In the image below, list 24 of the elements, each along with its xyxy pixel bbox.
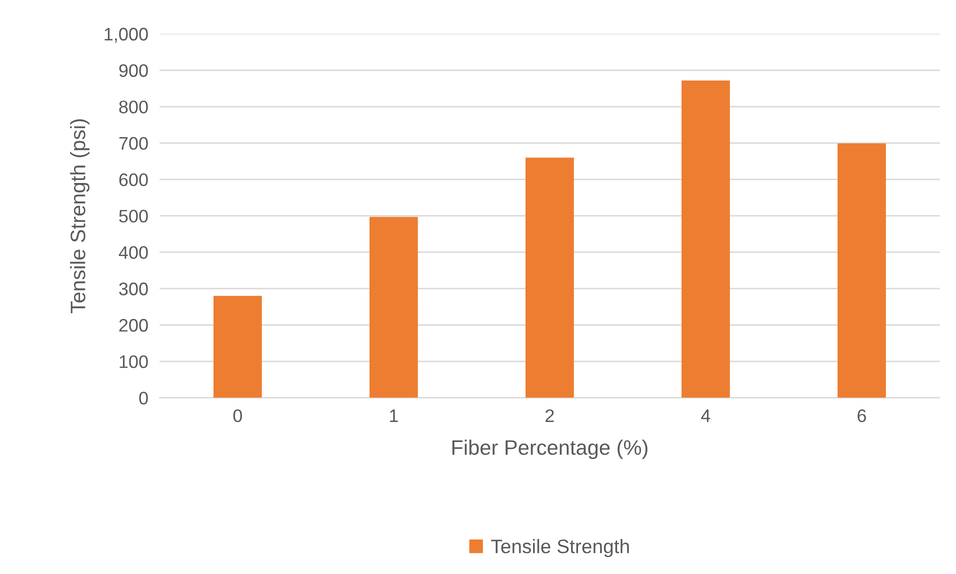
bar — [526, 158, 574, 398]
y-tick-label: 200 — [119, 318, 148, 332]
y-tick-label: 800 — [119, 100, 148, 114]
bar — [213, 296, 262, 398]
y-tick-label: 100 — [120, 355, 148, 368]
x-tick-label: 0 — [233, 409, 242, 422]
y-tick-label: 300 — [119, 282, 148, 296]
bar — [682, 80, 730, 398]
x-tick-label: 2 — [546, 409, 554, 422]
y-tick-label: 0 — [139, 392, 148, 404]
y-tick-label: 500 — [119, 210, 148, 223]
y-tick-label: 700 — [119, 136, 148, 150]
x-axis-title: Fiber Percentage (%) — [452, 440, 648, 460]
y-axis-title: Tensile Strength (psi) — [70, 119, 90, 314]
y-tick-label: 1,000 — [104, 28, 148, 43]
x-tick-label: 4 — [701, 410, 710, 422]
x-tick-label: 1 — [390, 410, 398, 422]
y-tick-label: 900 — [119, 64, 148, 77]
y-tick-label: 600 — [119, 173, 148, 186]
legend-label: Tensile Strength — [491, 539, 629, 558]
y-tick-label: 400 — [118, 246, 148, 259]
x-tick-label: 6 — [858, 409, 866, 422]
bar — [838, 143, 886, 398]
bar — [370, 216, 418, 398]
